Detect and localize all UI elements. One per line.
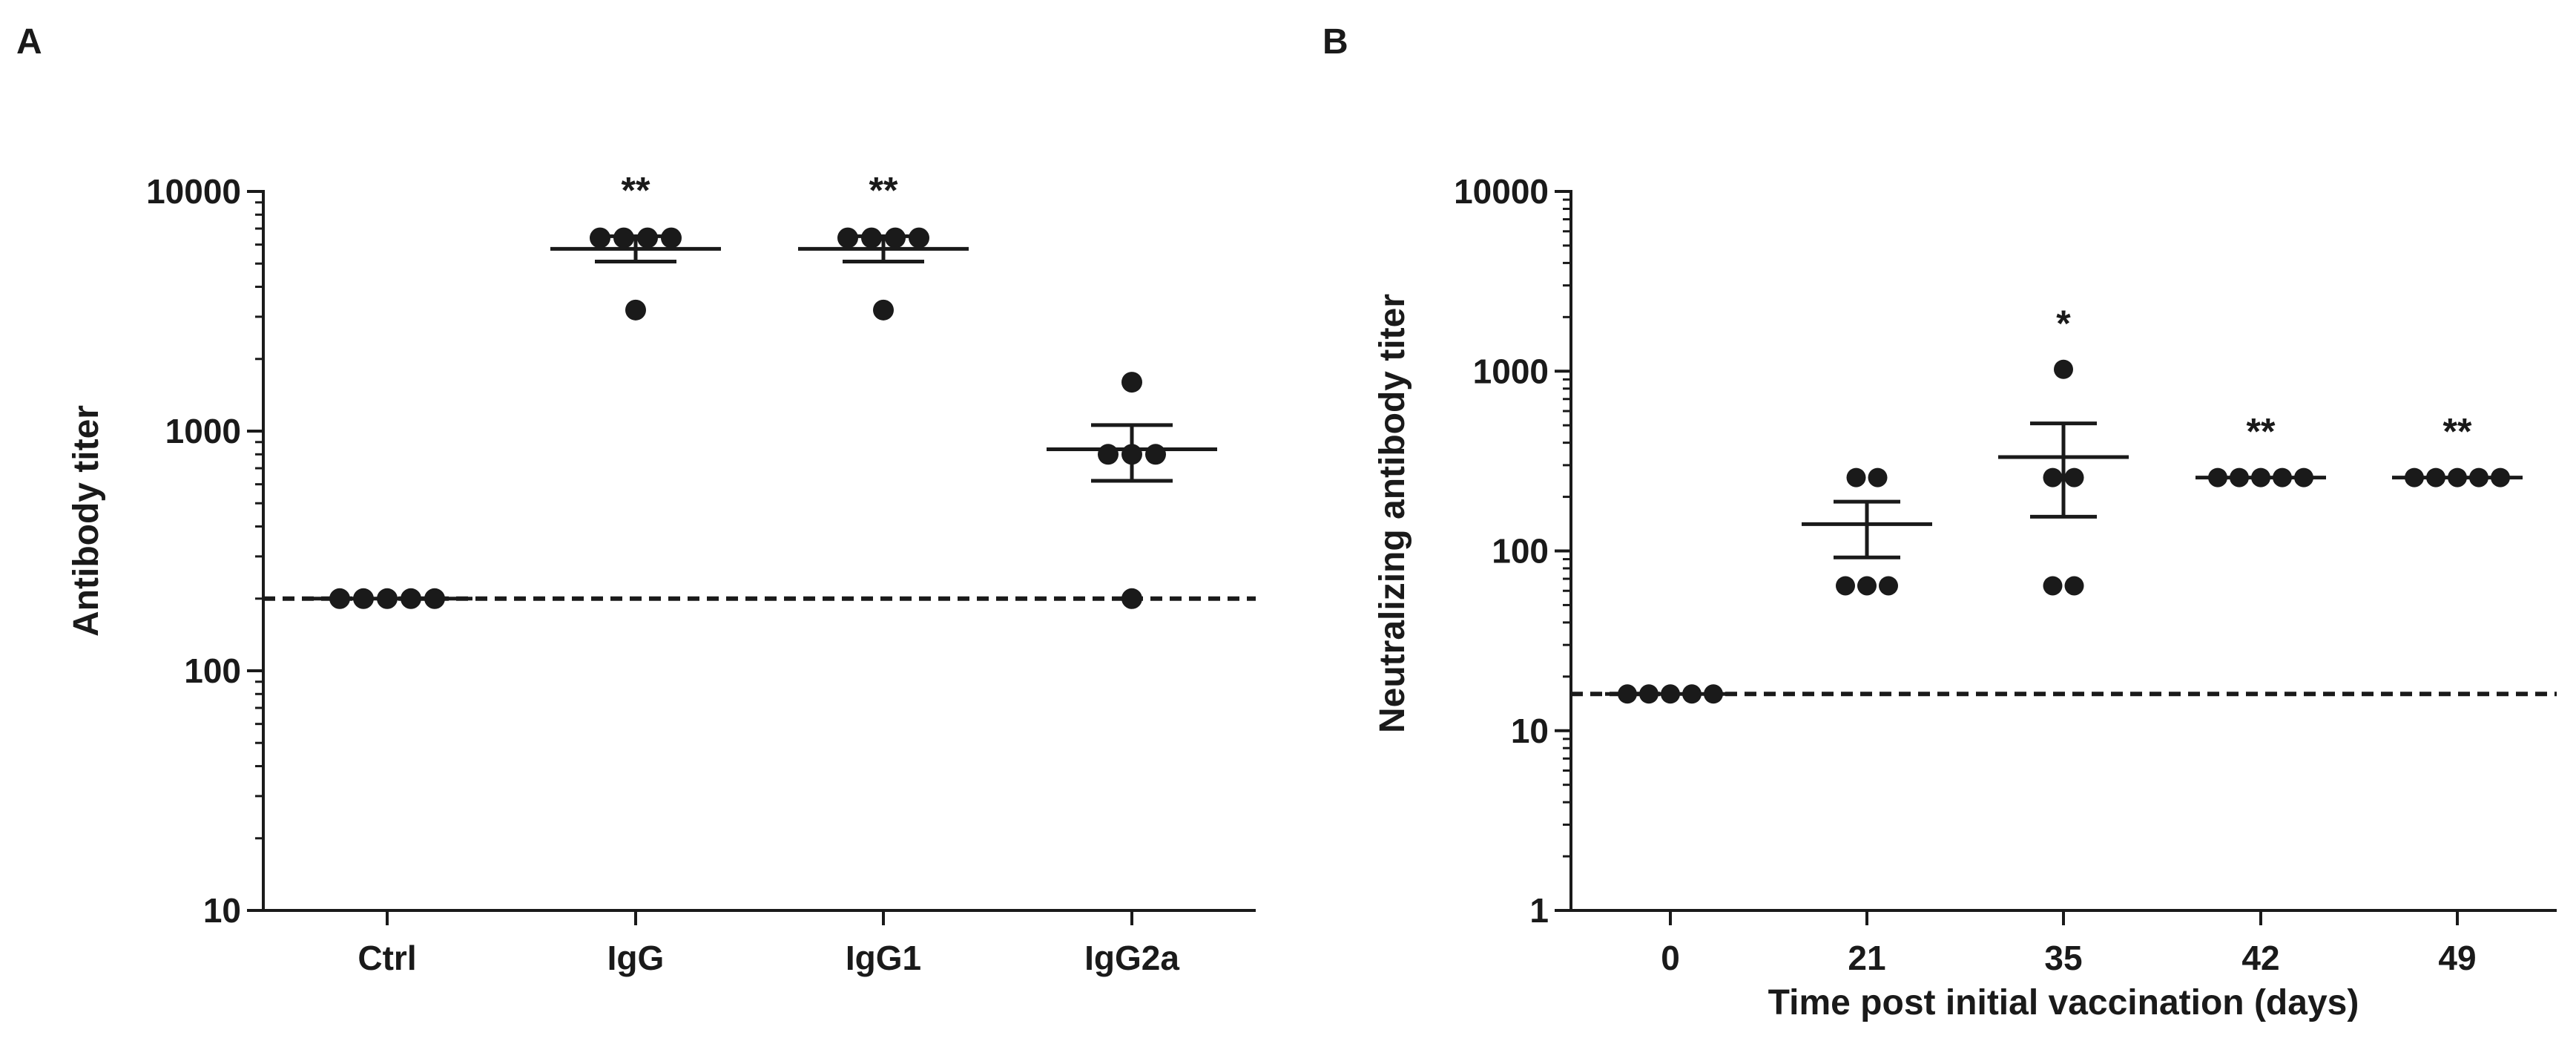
panel-b-data-point: [1857, 576, 1877, 596]
panel-b: B Neutralizing antibody titer Time post …: [1322, 22, 2557, 1022]
panel-a-y-tick-label: 10000: [146, 172, 241, 211]
panel-b-category-label: 42: [2241, 939, 2279, 977]
panel-b-significance-marker: **: [2443, 411, 2472, 453]
panel-b-data-point: [1836, 576, 1855, 596]
panel-a-data-point: [1121, 372, 1142, 393]
panel-b-y-axis-title: Neutralizing antibody titer: [1373, 294, 1412, 733]
panel-b-category-label: 21: [1848, 939, 1885, 977]
panel-a-category-label: IgG1: [846, 939, 921, 977]
panel-b-data-point: [2054, 359, 2073, 379]
panel-b-label: B: [1322, 22, 1348, 62]
panel-b-significance-marker: **: [2247, 411, 2276, 453]
panel-a-category-label: Ctrl: [358, 939, 416, 977]
panel-a-y-tick-label: 100: [184, 651, 241, 690]
panel-a-y-tick-label: 1000: [165, 412, 241, 450]
panel-b-category-label: 35: [2044, 939, 2082, 977]
panel-b-data-point: [2043, 576, 2063, 596]
panel-b-significance-marker: *: [2056, 303, 2071, 344]
panel-b-data-point: [2043, 467, 2063, 487]
panel-a-category-label: IgG: [607, 939, 665, 977]
panel-b-y-tick-label: 10: [1511, 712, 1549, 750]
panel-b-category-label: 49: [2438, 939, 2476, 977]
panel-b-data-point: [2064, 467, 2084, 487]
panel-b-y-tick-label: 1000: [1473, 352, 1549, 390]
panel-a-label: A: [16, 22, 42, 62]
panel-a-data-point: [625, 299, 646, 321]
panel-a-data-point: [1145, 444, 1166, 465]
panel-b-y-tick-label: 100: [1492, 532, 1549, 571]
panel-a-y-axis-title: Antibody titer: [67, 405, 106, 637]
panel-b-data-point: [1879, 576, 1898, 596]
panel-b-x-axis-title: Time post initial vaccination (days): [1768, 983, 2359, 1022]
panel-a-category-label: IgG2a: [1084, 939, 1179, 977]
panel-a-significance-marker: **: [622, 169, 650, 211]
panel-a-significance-marker: **: [869, 169, 898, 211]
panel-a-data-point: [1121, 588, 1142, 609]
panel-b-category-label: 0: [1661, 939, 1680, 977]
panel-b-data-point: [1868, 467, 1888, 487]
panel-a: A Antibody titer 10 100 1000 10000 Ctrl IgG **…: [16, 22, 1256, 977]
panel-a-data-point: [1098, 444, 1119, 465]
panel-a-y-tick-label: 10: [203, 891, 241, 930]
panel-b-data-point: [2064, 576, 2084, 596]
panel-b-y-tick-label: 10000: [1454, 172, 1549, 211]
panel-a-data-point: [873, 299, 894, 321]
panel-b-data-point: [1846, 467, 1866, 487]
panel-b-y-tick-label: 1: [1529, 891, 1549, 930]
